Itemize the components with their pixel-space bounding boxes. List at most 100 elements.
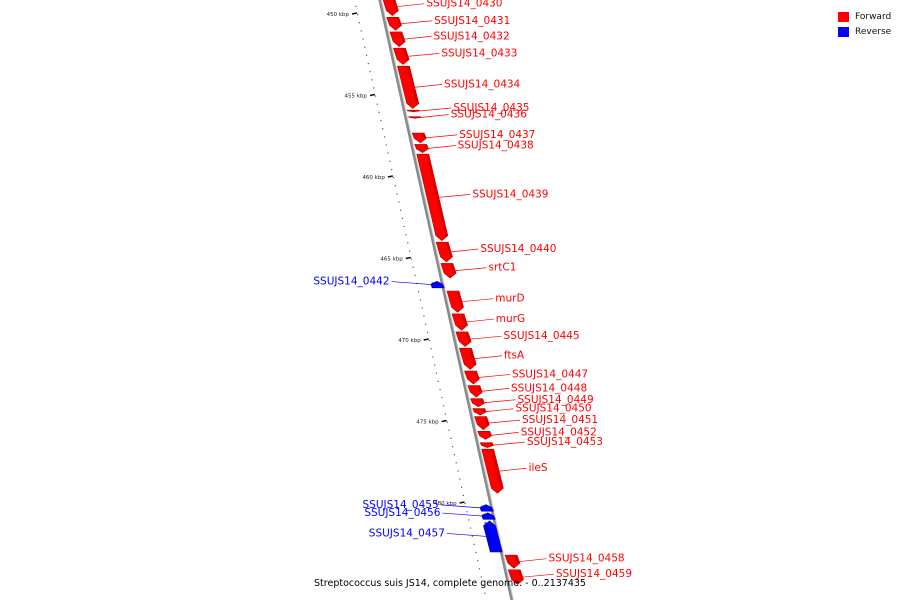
scale-dot [426, 331, 429, 334]
gene-label-SSUJS14_0432: SSUJS14_0432 [434, 30, 510, 42]
gene-SSUJS14_0457-shade [484, 521, 493, 548]
scale-dot [383, 136, 386, 138]
axis-tick-label: 465 kbp [380, 257, 403, 263]
scale-dot [362, 38, 364, 40]
gene-SSUJS14_0442-shade [431, 281, 435, 286]
gene-SSUJS14_0437-shade [421, 133, 426, 139]
gene-SSUJS14_0452-leader [490, 432, 519, 436]
scale-dot [482, 584, 484, 586]
gene-label-SSUJS14_0458: SSUJS14_0458 [548, 553, 624, 565]
gene-label-srtC1: srtC1 [488, 262, 516, 274]
scale-dot [389, 160, 391, 162]
gene-label-SSUJS14_0452: SSUJS14_0452 [521, 426, 597, 438]
scale-dot [453, 454, 456, 456]
scale-dot [450, 437, 452, 439]
scale-dot [396, 193, 398, 195]
axis-tick-label: 460 kbp [362, 175, 385, 181]
gene-SSUJS14_0434-leader [414, 84, 443, 88]
scale-dot [434, 364, 436, 366]
gene-SSUJS14_0447-leader [477, 374, 511, 378]
gene-SSUJS14_0453-shade [489, 443, 493, 446]
gene-SSUJS14_0434-shade [407, 66, 419, 104]
gene-srtC1-leader [454, 267, 487, 272]
scale-dot [441, 397, 443, 399]
gene-SSUJS14_0458-leader [518, 558, 547, 563]
gene-SSUJS14_0434-arrow [397, 65, 420, 109]
gene-SSUJS14_0439-shade [426, 154, 448, 236]
scale-dot [432, 356, 434, 358]
gene-SSUJS14_0448-leader [480, 387, 510, 392]
axis-tick [351, 12, 358, 15]
scale-dot [471, 535, 473, 537]
scale-dot [417, 291, 420, 293]
scale-dot [437, 380, 439, 382]
reverse-swatch-icon [838, 26, 849, 37]
gene-SSUJS14_0451-leader [487, 419, 521, 424]
gene-SSUJS14_0430-leader [396, 3, 425, 8]
gene-SSUJS14_0432-shade [399, 32, 405, 42]
scale-dot [364, 46, 366, 48]
axis-tick [459, 501, 465, 504]
scale-dot [403, 225, 405, 228]
gene-SSUJS14_0442-leader [391, 281, 432, 285]
gene-SSUJS14_0440-shade [445, 242, 452, 258]
gene-label-SSUJS14_0455: SSUJS14_0455 [363, 499, 439, 511]
axis-tick [387, 175, 394, 178]
gene-SSUJS14_0447-shade [474, 371, 479, 380]
scale-dot [357, 14, 359, 16]
gene-label-ileS: ileS [529, 462, 548, 474]
gene-label-murD: murD [495, 293, 524, 305]
scale-dot [475, 551, 477, 554]
gene-SSUJS14_0442-arrow [430, 280, 445, 289]
gene-label-SSUJS14_0447: SSUJS14_0447 [512, 368, 588, 380]
scale-dot [448, 429, 450, 431]
gene-SSUJS14_0451-shade [484, 417, 489, 426]
scale-dot [446, 421, 448, 423]
scale-dot [387, 152, 389, 154]
scale-dot [444, 413, 447, 415]
scale-dot [401, 217, 404, 219]
gene-srtC1-shade [450, 264, 456, 274]
scale-dot [360, 30, 362, 32]
scale-dot [405, 234, 407, 236]
gene-ileS-leader [498, 467, 527, 472]
gene-SSUJS14_0433-shade [403, 48, 409, 60]
scale-dot [430, 348, 432, 350]
gene-label-SSUJS14_0451: SSUJS14_0451 [522, 414, 598, 426]
scale-dot [464, 503, 466, 505]
scale-dot [358, 22, 360, 24]
scale-dot [452, 445, 454, 448]
scale-dot [457, 470, 459, 472]
gene-SSUJS14_0431-leader [400, 20, 433, 25]
scale-dot [455, 462, 457, 464]
gene-SSUJS14_0455-shade [480, 505, 484, 509]
gene-label-SSUJS14_0459: SSUJS14_0459 [556, 568, 632, 580]
gene-label-SSUJS14_0442: SSUJS14_0442 [313, 276, 389, 288]
scale-dot [423, 315, 425, 317]
gene-SSUJS14_0448-shade [477, 386, 482, 393]
gene-SSUJS14_0456-arrow [481, 512, 496, 520]
gene-ileS-shade [491, 449, 503, 489]
scale-dot [408, 250, 411, 252]
gene-label-SSUJS14_0456: SSUJS14_0456 [364, 507, 440, 519]
gene-label-SSUJS14_0448: SSUJS14_0448 [511, 382, 587, 394]
gene-SSUJS14_0440-leader [450, 248, 479, 253]
gene-murD-leader [461, 298, 494, 303]
scale-dot [425, 323, 427, 325]
gene-label-murG: murG [496, 313, 525, 325]
axis-tick-label: 450 kbp [327, 12, 350, 18]
scale-dot [380, 119, 382, 122]
scale-dot [374, 95, 377, 97]
gene-SSUJS14_0456-leader [442, 512, 483, 517]
gene-ftsA-shade [469, 348, 476, 365]
gene-SSUJS14_0457-arrow [483, 520, 503, 553]
scale-dot [466, 511, 468, 513]
gene-SSUJS14_0436-leader [420, 114, 449, 118]
gene-SSUJS14_0457-leader [446, 533, 487, 537]
legend-item-reverse: Reverse [838, 24, 891, 39]
scale-dot [376, 103, 378, 105]
gene-label-SSUJS14_0439: SSUJS14_0439 [472, 188, 548, 200]
gene-label-SSUJS14_0433: SSUJS14_0433 [441, 47, 517, 59]
